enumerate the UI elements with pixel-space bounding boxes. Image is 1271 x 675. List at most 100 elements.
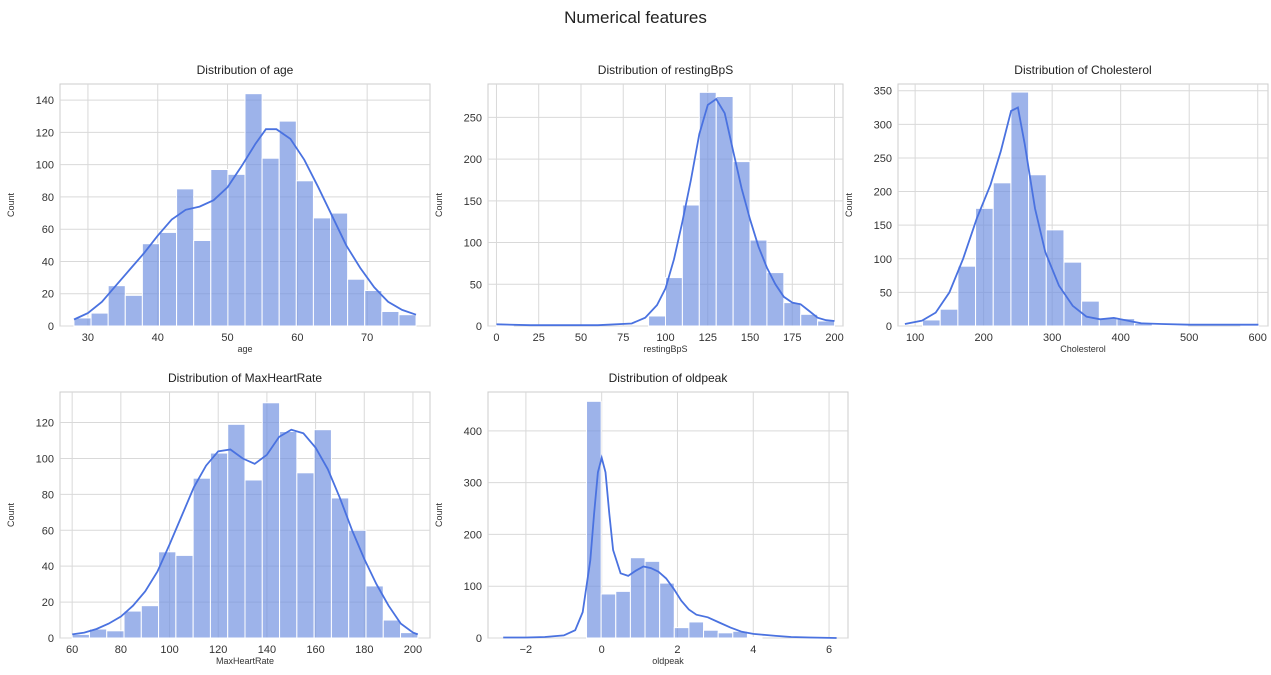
kde-line	[503, 454, 837, 639]
y-tick-label: 20	[42, 289, 54, 301]
y-tick-label: 200	[464, 154, 482, 166]
x-tick-label: 200	[404, 644, 422, 656]
y-tick-label: 60	[42, 525, 54, 537]
y-tick-label: 350	[874, 86, 892, 98]
chart-panel: 0 25 50 75 100 125 150 175 200 0 50 100 150 200 250 Dis…	[434, 63, 844, 354]
y-tick-label: 100	[36, 453, 54, 465]
y-tick-label: 100	[464, 238, 482, 250]
y-tick-label: 40	[42, 256, 54, 268]
x-tick-label: 25	[533, 332, 545, 344]
y-tick-label: 100	[464, 581, 482, 593]
histogram-bar	[140, 605, 160, 639]
x-tick-label: 6	[826, 644, 832, 656]
histogram-bar	[90, 312, 109, 327]
histogram-bar	[295, 180, 314, 327]
histogram-bar	[703, 629, 719, 639]
histogram-bar	[746, 636, 763, 639]
histogram-bar	[227, 423, 246, 639]
histogram-bar	[673, 627, 690, 639]
histogram-bar	[717, 632, 734, 639]
histogram-bar	[244, 93, 263, 327]
y-axis-label: Count	[6, 193, 16, 218]
x-tick-label: 160	[306, 644, 324, 656]
y-tick-label: 250	[464, 112, 482, 124]
y-tick-label: 0	[886, 321, 892, 333]
histogram-bar	[141, 243, 160, 327]
y-tick-label: 80	[42, 192, 54, 204]
histogram-bar	[1063, 261, 1083, 327]
y-tick-label: 0	[48, 633, 54, 645]
chart-panel: 100 200 300 400 500 600 0 50 100 150 200 250 300 350 D…	[844, 63, 1269, 354]
histogram-bar	[688, 621, 705, 639]
y-tick-label: 120	[36, 127, 54, 139]
x-tick-label: 80	[115, 644, 127, 656]
x-tick-label: 40	[152, 332, 164, 344]
y-tick-label: 60	[42, 224, 54, 236]
x-axis-label: MaxHeartRate	[216, 656, 274, 666]
y-tick-label: 80	[42, 489, 54, 501]
y-tick-label: 300	[464, 478, 482, 490]
x-axis-label: Cholesterol	[1060, 344, 1106, 354]
histogram-bar	[992, 182, 1012, 327]
histogram-bar	[312, 217, 332, 327]
chart-title: Distribution of restingBpS	[598, 63, 733, 77]
kde-line	[496, 97, 835, 327]
chart-title: Distribution of oldpeak	[609, 371, 729, 385]
kde-line	[73, 128, 417, 321]
histogram-bar	[278, 120, 297, 327]
histogram-bar	[365, 585, 384, 639]
x-tick-label: 200	[825, 332, 843, 344]
histogram-bar	[1081, 300, 1100, 327]
x-tick-label: 200	[974, 332, 992, 344]
y-tick-label: 40	[42, 561, 54, 573]
histogram-bar	[665, 277, 683, 327]
y-tick-label: 100	[874, 254, 892, 266]
histogram-bar	[922, 319, 941, 327]
histogram-bar	[817, 320, 836, 327]
histogram-bar	[381, 310, 400, 327]
histogram-bar	[600, 593, 617, 639]
histogram-bar	[1151, 324, 1171, 327]
x-tick-label: 50	[575, 332, 587, 344]
x-tick-label: 30	[82, 332, 94, 344]
histogram-bar	[766, 272, 785, 327]
y-tick-label: 300	[874, 119, 892, 131]
plot-area	[897, 83, 1269, 327]
x-tick-label: 175	[783, 332, 801, 344]
histogram-bar	[296, 472, 315, 639]
y-tick-label: 0	[476, 321, 482, 333]
histogram-bar	[124, 294, 143, 327]
histogram-bar	[783, 302, 802, 327]
histogram-bar	[644, 560, 661, 639]
y-tick-label: 150	[874, 220, 892, 232]
histogram-bar	[330, 497, 350, 639]
x-axis-label: restingBpS	[643, 344, 687, 354]
y-tick-label: 250	[874, 153, 892, 165]
x-tick-label: 180	[355, 644, 373, 656]
x-tick-label: 75	[617, 332, 629, 344]
x-tick-label: 140	[258, 644, 276, 656]
figure-title: Numerical features	[564, 8, 707, 27]
histogram-bar	[348, 529, 367, 639]
x-tick-label: 70	[361, 332, 373, 344]
histogram-bar	[939, 308, 959, 327]
histogram-bar	[123, 610, 142, 639]
y-tick-label: 400	[464, 426, 482, 438]
y-tick-label: 20	[42, 597, 54, 609]
chart-title: Distribution of age	[197, 63, 294, 77]
x-tick-label: 60	[66, 644, 78, 656]
y-axis-label: Count	[434, 503, 444, 528]
x-tick-label: 0	[599, 644, 605, 656]
histogram-bar	[193, 239, 212, 327]
x-tick-label: 4	[750, 644, 756, 656]
histogram-bar	[192, 477, 211, 639]
chart-panel: 30 40 50 60 70 0 20 40 60 80 100 120 140 Distribution…	[6, 63, 431, 354]
y-tick-label: 0	[476, 633, 482, 645]
histogram-bar	[715, 96, 734, 327]
x-axis-label: oldpeak	[652, 656, 684, 666]
kde-line	[72, 428, 419, 636]
y-tick-label: 150	[464, 196, 482, 208]
x-tick-label: 100	[656, 332, 674, 344]
histogram-bar	[615, 590, 631, 639]
chart-title: Distribution of MaxHeartRate	[168, 371, 322, 385]
